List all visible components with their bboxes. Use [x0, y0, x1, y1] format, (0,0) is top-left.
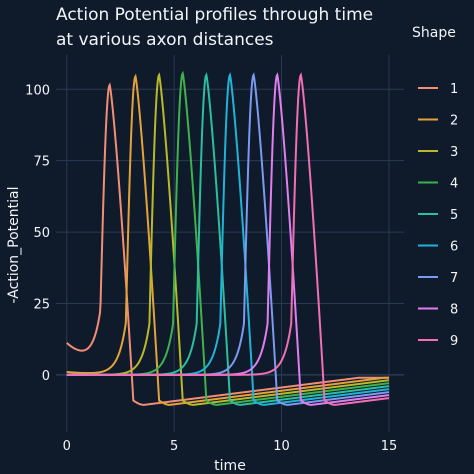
legend-label-8[interactable]: 8 [450, 303, 458, 318]
y-tick-label: 25 [33, 297, 50, 312]
axes: 0 5 10 15 0 25 50 75 100 [25, 83, 397, 454]
legend-label-1[interactable]: 1 [450, 82, 458, 97]
y-tick-label: 75 [33, 155, 50, 170]
chart-title-line-1: Action Potential profiles through time [56, 5, 373, 25]
legend-label-6[interactable]: 6 [450, 240, 458, 255]
y-tick-label: 100 [25, 83, 50, 98]
legend-label-3[interactable]: 3 [450, 145, 458, 160]
legend-title: Shape [412, 25, 456, 41]
legend-label-5[interactable]: 5 [450, 208, 458, 223]
legend-label-2[interactable]: 2 [450, 114, 458, 129]
x-tick-label: 5 [170, 439, 178, 454]
y-tick-label: 0 [42, 369, 50, 384]
legend-label-4[interactable]: 4 [450, 177, 458, 192]
series-line-1[interactable] [66, 82, 389, 406]
legend-label-9[interactable]: 9 [450, 334, 458, 349]
series-lines [66, 70, 390, 406]
series-line-9[interactable] [66, 72, 390, 406]
y-tick-label: 50 [33, 226, 50, 241]
x-axis-label: time [214, 458, 246, 474]
x-tick-label: 0 [63, 439, 71, 454]
chart-title-line-2: at various axon distances [56, 30, 274, 50]
legend-label-7[interactable]: 7 [450, 271, 458, 286]
x-tick-label: 10 [273, 439, 290, 454]
series-line-3[interactable] [66, 72, 390, 406]
y-axis-label: -Action_Potential [6, 187, 22, 304]
x-tick-label: 15 [381, 439, 398, 454]
series-line-2[interactable] [66, 73, 389, 406]
legend[interactable]: 1 2 3 4 5 6 7 8 9 [418, 82, 458, 349]
